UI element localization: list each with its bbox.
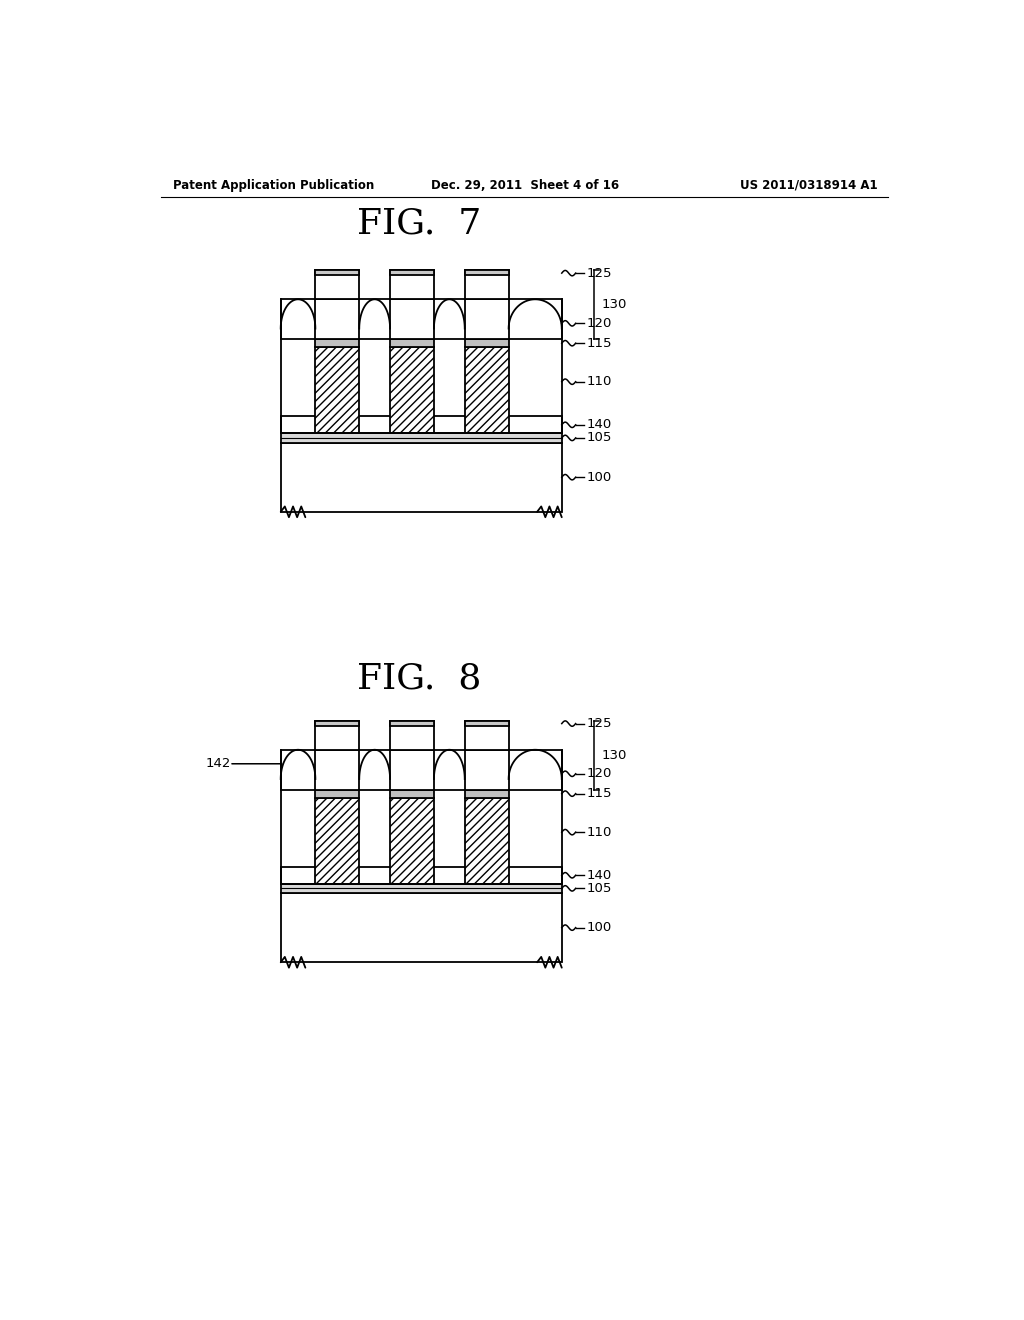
Bar	[281, 892, 562, 962]
Bar	[315, 721, 359, 726]
Text: 110: 110	[587, 825, 611, 838]
Bar	[315, 789, 359, 797]
Bar	[315, 721, 359, 750]
Bar	[281, 750, 562, 789]
Text: 105: 105	[587, 882, 611, 895]
Bar	[465, 789, 509, 797]
Bar	[315, 750, 359, 789]
Text: 100: 100	[587, 471, 611, 483]
Bar	[281, 416, 562, 433]
Bar	[465, 339, 509, 347]
Bar	[390, 721, 434, 750]
Bar	[281, 867, 562, 884]
Bar	[390, 271, 434, 300]
Text: 140: 140	[587, 869, 611, 882]
Bar	[315, 797, 359, 884]
Bar	[390, 789, 434, 797]
Bar	[315, 347, 359, 433]
Text: 130: 130	[602, 748, 627, 762]
Bar	[390, 300, 434, 339]
Text: 105: 105	[587, 432, 611, 445]
Bar	[281, 442, 562, 512]
Bar	[465, 750, 509, 789]
Text: 125: 125	[587, 717, 612, 730]
Bar	[281, 884, 562, 892]
Bar	[465, 300, 509, 339]
Text: 115: 115	[587, 337, 612, 350]
Text: FIG.  8: FIG. 8	[357, 661, 481, 696]
Text: 120: 120	[587, 767, 611, 780]
Bar	[315, 300, 359, 339]
Text: 120: 120	[587, 317, 611, 330]
Bar	[315, 271, 359, 276]
Bar	[390, 750, 434, 789]
Bar	[390, 721, 434, 726]
Bar	[465, 721, 509, 726]
Bar	[390, 347, 434, 433]
Text: Patent Application Publication: Patent Application Publication	[173, 178, 374, 191]
Text: Dec. 29, 2011  Sheet 4 of 16: Dec. 29, 2011 Sheet 4 of 16	[431, 178, 618, 191]
Bar	[390, 271, 434, 276]
Text: US 2011/0318914 A1: US 2011/0318914 A1	[739, 178, 878, 191]
Text: FIG.  7: FIG. 7	[357, 207, 481, 240]
Bar	[281, 300, 562, 339]
Bar	[315, 271, 359, 300]
Text: 100: 100	[587, 921, 611, 935]
Text: 140: 140	[587, 418, 611, 432]
Bar	[465, 797, 509, 884]
Text: 110: 110	[587, 375, 611, 388]
Text: 130: 130	[602, 298, 627, 312]
Bar	[465, 271, 509, 276]
Text: 115: 115	[587, 787, 612, 800]
Bar	[390, 797, 434, 884]
Bar	[390, 339, 434, 347]
Bar	[315, 339, 359, 347]
Bar	[465, 721, 509, 750]
Text: 142: 142	[206, 758, 231, 771]
Bar	[465, 347, 509, 433]
Bar	[465, 271, 509, 300]
Text: 125: 125	[587, 267, 612, 280]
Bar	[281, 433, 562, 442]
